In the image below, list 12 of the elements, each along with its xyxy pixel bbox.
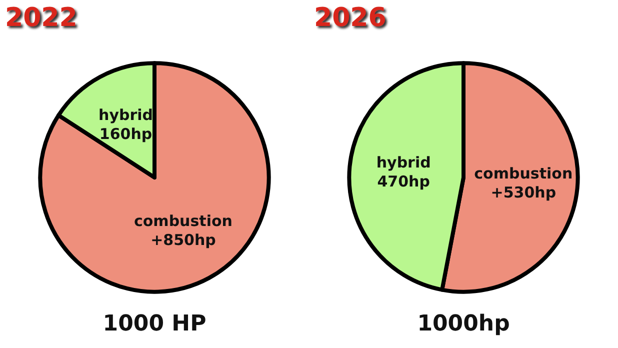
slice-label: combustion — [474, 164, 573, 183]
text: 1000 HP — [102, 312, 206, 336]
chart-title: 2026 — [314, 3, 386, 33]
slice-label: hybrid — [98, 106, 154, 124]
data-label: +530hp — [490, 184, 556, 202]
data-label: +850hp — [150, 230, 216, 249]
chart-title: 2022 — [5, 3, 78, 33]
slice-label: combustion — [134, 212, 232, 230]
data-label: 160hp — [99, 125, 152, 144]
text: 1000hp — [417, 312, 510, 336]
data-label: 470hp — [377, 172, 430, 190]
slice-label: hybrid — [376, 153, 431, 172]
